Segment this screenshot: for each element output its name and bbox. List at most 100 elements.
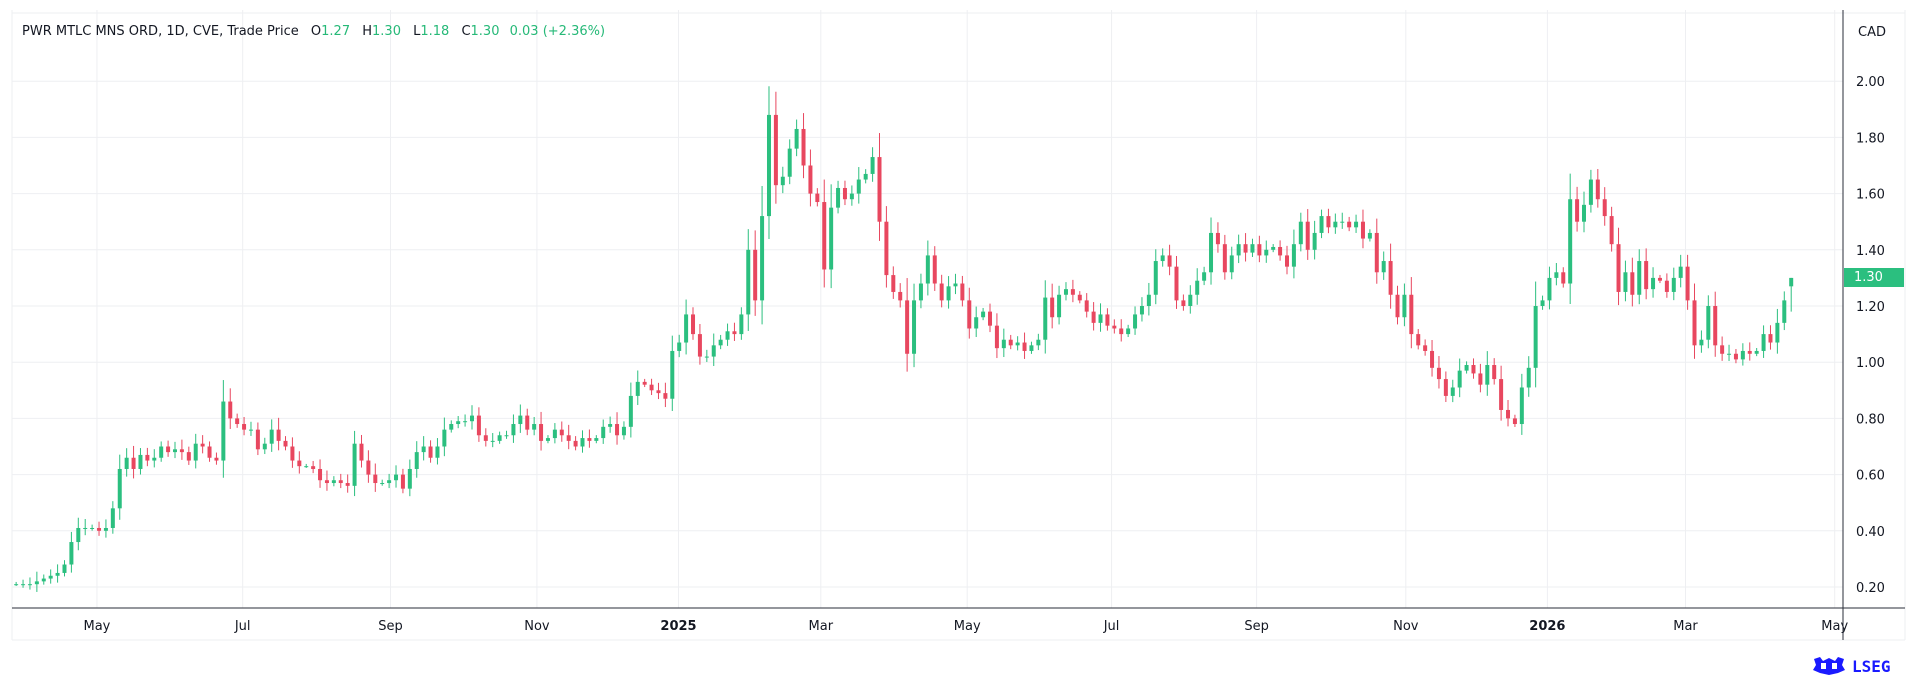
candle-body [773,114,778,186]
candle [228,388,233,429]
x-tick-label: May [954,619,981,634]
candle-body [311,466,316,469]
candle-body [1747,350,1752,354]
candle-body [1595,179,1600,200]
candle-body [48,575,53,579]
candle [366,450,371,483]
x-tick-label: May [1821,619,1848,634]
candle-body [1036,339,1041,346]
lseg-emblem-icon [1813,657,1845,675]
candle-body [925,255,930,284]
candle [1188,285,1193,314]
candle-body [780,176,785,186]
candle [1243,233,1248,262]
chart-legend: PWR MTLC MNS ORD, 1D, CVE, Trade Price O… [22,24,605,39]
candle-body [808,165,813,194]
x-tick-label: Jul [234,619,251,634]
candle-body [753,249,758,301]
candle-body [1789,277,1794,287]
candle-body [235,418,240,425]
candle [1084,293,1089,318]
candle [262,437,267,455]
last-price-tag: 1.30 [1844,268,1904,287]
currency-label[interactable]: CAD [1858,25,1886,40]
candle-body [242,424,247,430]
candle-body [21,584,26,586]
chart-axes: 0.20 0.40 0.60 0.80 1.00 1.20 1.40 1.60 1.80 2.00… [12,10,1905,640]
candle-body [794,128,799,149]
candle [1789,277,1794,312]
candle-body [1678,266,1683,278]
candle-body [366,460,371,475]
candle-body [988,311,993,326]
candle-body [1105,314,1110,326]
candle-body [1133,314,1138,329]
candle [1285,245,1290,275]
candle [21,579,26,588]
candle [463,414,468,427]
candle [1112,319,1117,334]
candle [235,413,240,428]
candle [48,569,53,584]
candle-body [1388,261,1393,295]
candle [407,459,412,497]
candle [621,421,626,440]
candle-body [463,421,468,423]
candle [297,451,302,474]
candle [1236,234,1241,264]
candle-body [1243,244,1248,253]
candle-body [400,474,405,489]
candle [525,408,530,436]
candle [780,166,785,194]
candle [815,188,820,207]
candle-body [1436,367,1441,380]
candle-body [1271,246,1276,250]
candle-body [1409,294,1414,335]
candle [1423,339,1428,356]
candle [1430,340,1435,377]
candle [442,417,447,457]
candle-body [1229,255,1234,273]
candle [331,476,336,487]
candle-body [27,584,32,586]
candle-body [566,435,571,441]
candle-body [1319,216,1324,233]
candle-body [856,179,861,194]
candle [511,414,516,443]
candle-body [173,449,178,453]
candle [594,435,599,444]
candle-body [428,446,433,458]
candle [1699,330,1704,353]
x-tick-label: Mar [1673,619,1698,634]
candle [1367,229,1372,242]
candle-body [290,446,295,461]
candle [773,91,778,204]
candle-body [304,466,309,468]
y-tick-label: 1.40 [1856,244,1885,259]
candle-body [324,480,329,484]
close-value: 1.30 [470,24,500,39]
candle-body [1651,277,1656,290]
candle-body [34,581,39,585]
candle [1264,240,1269,263]
x-tick-label: May [84,619,111,634]
candle-body [1499,379,1504,410]
candle-body [677,342,682,351]
candle-body [1478,373,1483,385]
candle-body [359,443,364,461]
candle-body [124,457,129,469]
candle [173,441,178,459]
candle [1581,191,1586,233]
candle [587,429,592,448]
candle-body [1153,261,1158,295]
candle [1664,273,1669,298]
candle [490,433,495,448]
candle [573,436,578,451]
candle-body [90,527,95,529]
candle-body [76,527,81,543]
candle-body [711,345,716,357]
candle [1174,255,1179,309]
candle-body [842,187,847,200]
candle [753,230,758,316]
